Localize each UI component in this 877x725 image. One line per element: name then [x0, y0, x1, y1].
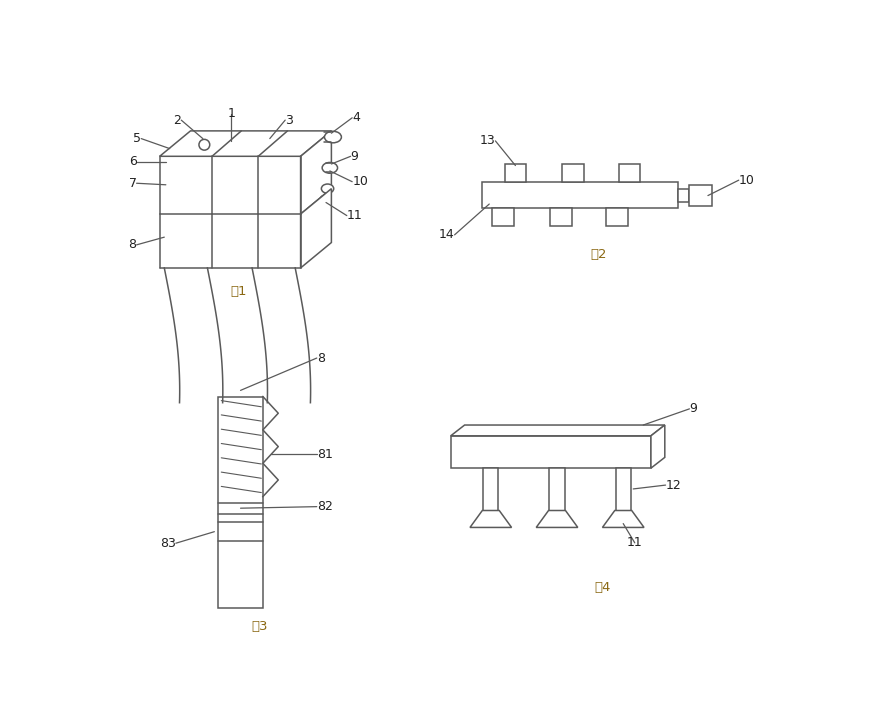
Bar — [550, 208, 571, 226]
Text: 2: 2 — [173, 114, 181, 127]
Bar — [450, 436, 650, 468]
Bar — [482, 468, 498, 510]
Ellipse shape — [322, 162, 337, 173]
Ellipse shape — [321, 184, 333, 194]
Polygon shape — [300, 188, 331, 268]
Text: 图1: 图1 — [231, 284, 247, 297]
Bar — [688, 185, 711, 207]
Ellipse shape — [324, 131, 341, 143]
Polygon shape — [469, 510, 511, 528]
Text: 7: 7 — [128, 177, 137, 190]
Text: 14: 14 — [438, 228, 454, 241]
Text: 12: 12 — [665, 478, 681, 492]
Bar — [481, 183, 677, 208]
Circle shape — [199, 139, 210, 150]
Polygon shape — [450, 425, 664, 436]
Ellipse shape — [320, 195, 330, 204]
Text: 图2: 图2 — [589, 249, 606, 261]
Text: 10: 10 — [352, 175, 367, 188]
Text: 3: 3 — [285, 114, 293, 127]
Text: 10: 10 — [738, 174, 753, 186]
Text: 图4: 图4 — [594, 581, 610, 594]
Polygon shape — [160, 131, 331, 157]
Text: 图3: 图3 — [251, 619, 267, 632]
Text: 83: 83 — [160, 536, 175, 550]
Polygon shape — [602, 510, 644, 528]
Bar — [606, 208, 627, 226]
Text: 9: 9 — [688, 402, 696, 415]
Text: 81: 81 — [317, 448, 332, 461]
Text: 8: 8 — [317, 352, 324, 365]
Text: 4: 4 — [352, 112, 360, 124]
Text: 13: 13 — [479, 134, 495, 147]
Text: 5: 5 — [133, 132, 141, 145]
Bar — [549, 468, 564, 510]
Text: 6: 6 — [129, 155, 137, 168]
Bar — [492, 208, 513, 226]
Bar — [615, 468, 631, 510]
Text: 11: 11 — [346, 209, 362, 222]
Bar — [218, 397, 262, 608]
Text: 8: 8 — [128, 239, 137, 252]
Bar — [618, 164, 639, 183]
Text: 9: 9 — [350, 150, 358, 163]
Text: 11: 11 — [626, 536, 642, 550]
Polygon shape — [300, 131, 331, 214]
Bar — [677, 188, 688, 202]
Polygon shape — [650, 425, 664, 468]
Bar — [562, 164, 583, 183]
Bar — [504, 164, 525, 183]
Text: 1: 1 — [227, 107, 235, 120]
Text: 82: 82 — [317, 500, 332, 513]
Polygon shape — [536, 510, 577, 528]
